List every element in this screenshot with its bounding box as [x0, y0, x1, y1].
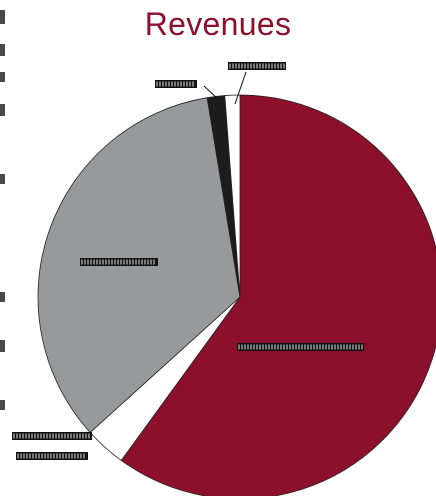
slice-label-4 — [155, 80, 197, 88]
slice-label-2 — [12, 432, 92, 440]
slice-label-5 — [228, 62, 286, 70]
leader-line-5 — [234, 71, 247, 105]
slice-label-3 — [80, 258, 158, 266]
pie-slice-5 — [224, 94, 241, 298]
slice-labels — [12, 62, 364, 460]
chart-title: Revenues — [144, 6, 292, 42]
slice-label-1 — [237, 343, 364, 351]
pie-slices — [37, 94, 436, 496]
pie-slice-1 — [120, 94, 436, 496]
leader-lines — [203, 71, 247, 105]
left-edge-artifact — [0, 0, 10, 496]
leader-line-4 — [203, 85, 220, 101]
slice-label-22 — [16, 452, 88, 460]
